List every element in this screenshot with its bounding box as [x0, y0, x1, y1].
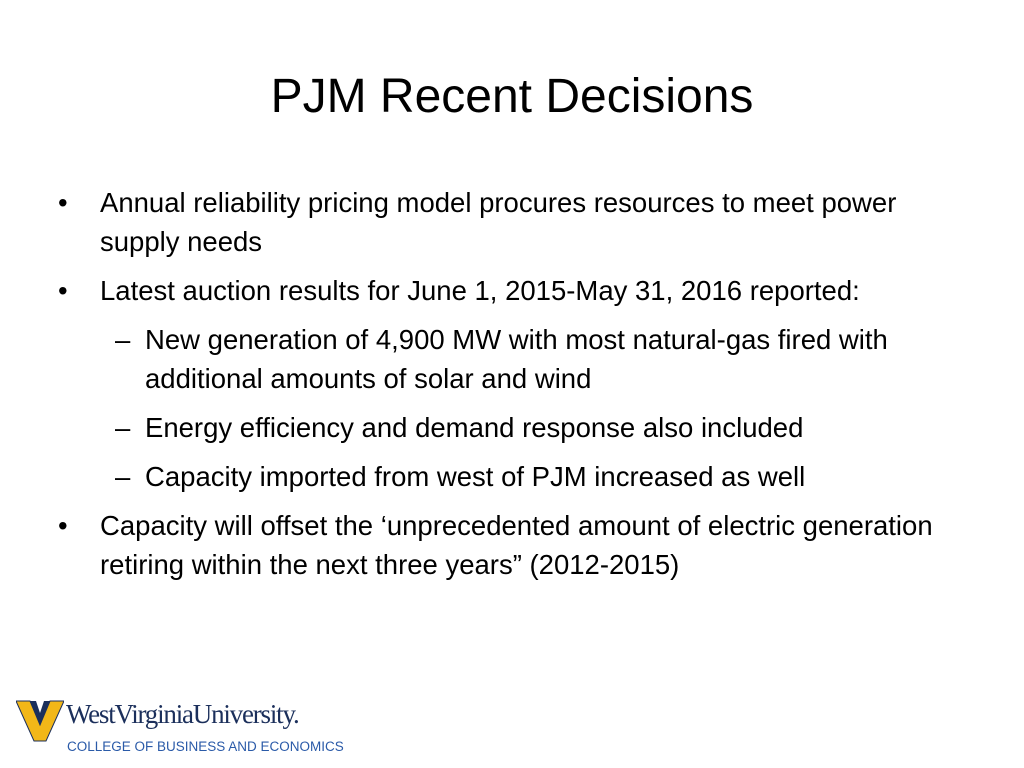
slide-title: PJM Recent Decisions: [270, 70, 754, 123]
sub-bullet: Energy efficiency and demand response al…: [115, 408, 980, 447]
logo-name: WestVirginiaUniversity.: [66, 699, 300, 729]
sub-bullet-list: New generation of 4,900 MW with most nat…: [100, 320, 980, 496]
bullet: Capacity will offset the ‘unprecedented …: [58, 506, 980, 584]
bullet: Annual reliability pricing model procure…: [58, 183, 980, 261]
bullet: Latest auction results for June 1, 2015-…: [58, 271, 980, 310]
logo-subtitle: COLLEGE OF BUSINESS AND ECONOMICS: [67, 739, 344, 754]
logo: WestVirginiaUniversity. COLLEGE OF BUSIN…: [16, 695, 376, 760]
logo-mark: [16, 700, 64, 742]
bullet-list: Annual reliability pricing model procure…: [58, 183, 980, 594]
sub-bullet: New generation of 4,900 MW with most nat…: [115, 320, 980, 398]
sub-bullet: Capacity imported from west of PJM incre…: [115, 457, 980, 496]
